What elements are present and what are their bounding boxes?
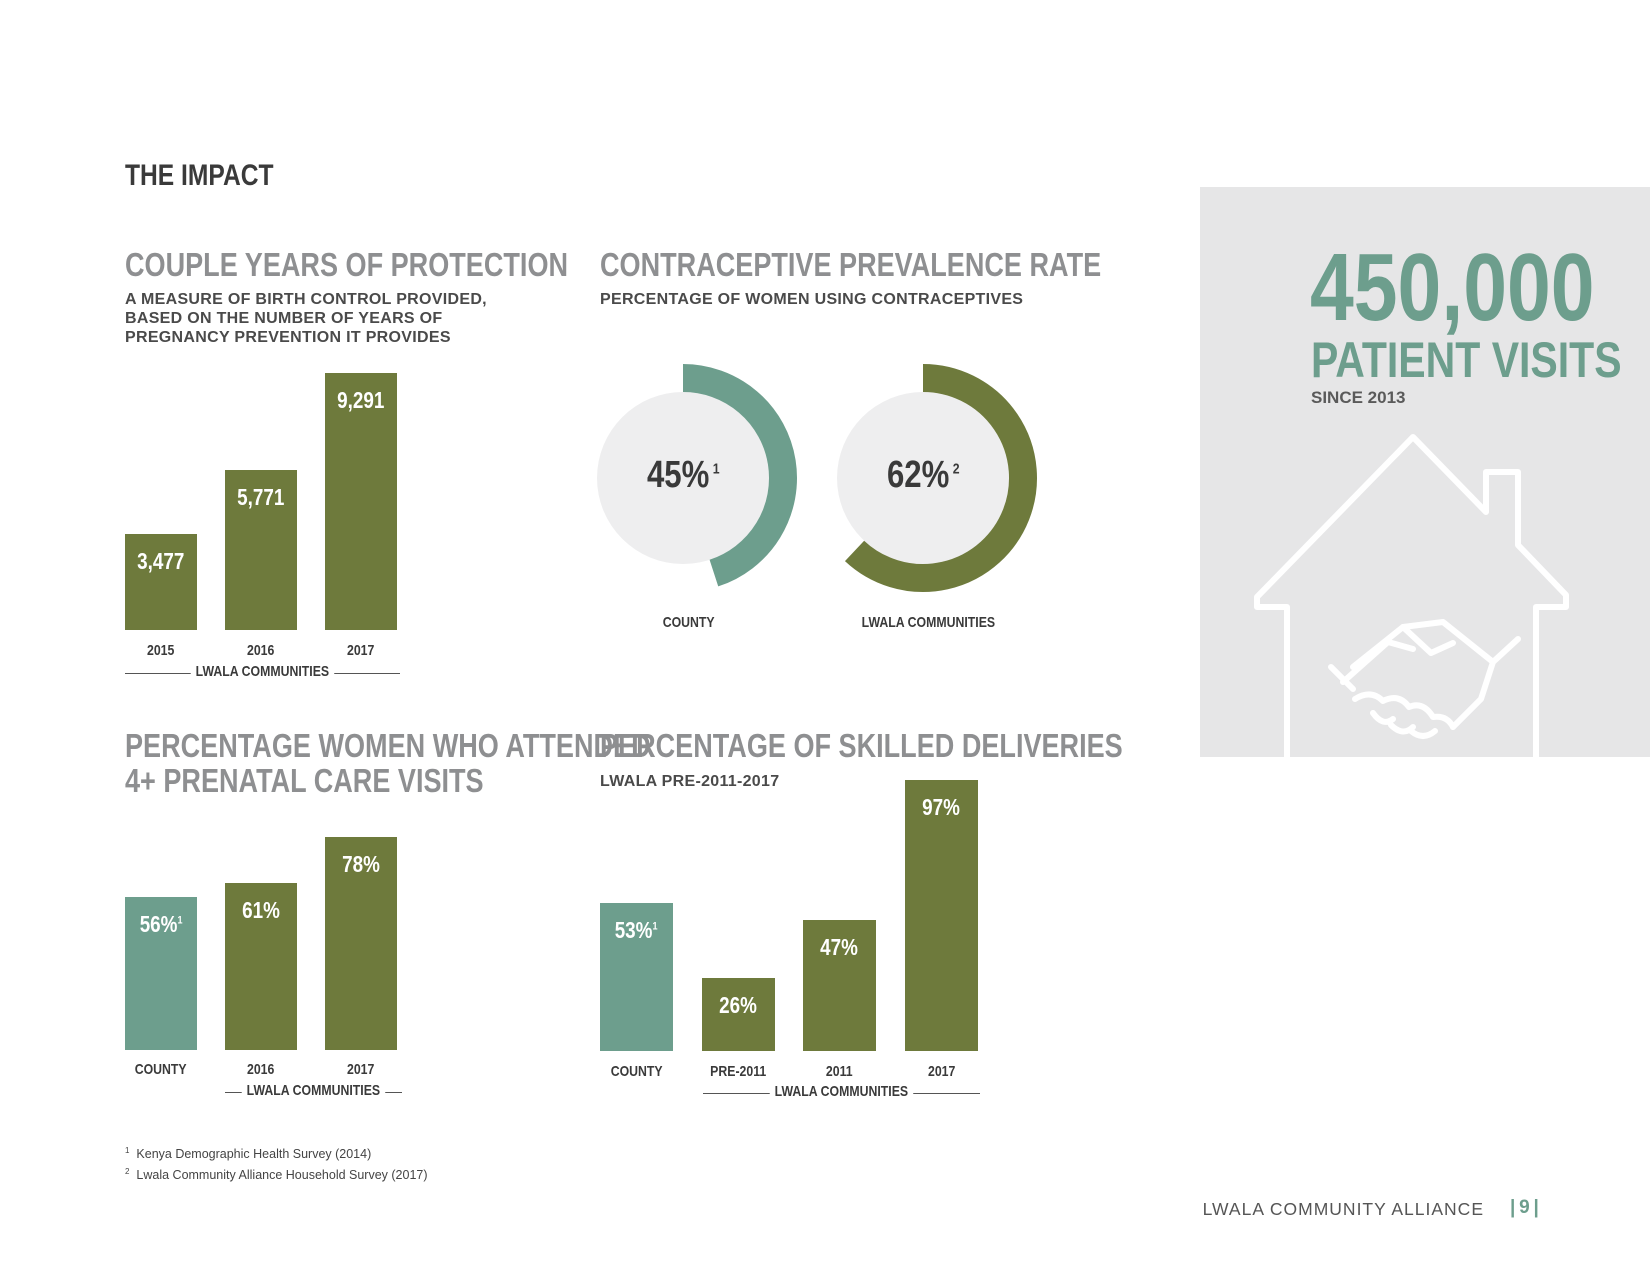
cpr-donut-value: 45% 1	[646, 454, 720, 496]
anc-bar-label: 78%	[342, 851, 380, 877]
cpr-donut-arc	[844, 364, 1037, 592]
footnotes: 1 Kenya Demographic Health Survey (2014)…	[125, 1142, 428, 1184]
skilled-bar-label: 47%	[820, 934, 859, 960]
anc-bar-2017: 78%	[325, 837, 397, 1050]
skilled-title: PERCENTAGE OF SKILLED DELIVERIES	[600, 727, 1123, 764]
cyp-tick-label: 2016	[247, 642, 275, 659]
cyp-bar-2015: 3,477	[125, 534, 197, 630]
footer-page-value: 9	[1519, 1197, 1530, 1218]
anc-bar-label: 56%1	[139, 911, 183, 937]
cyp-bar-label: 5,771	[237, 484, 285, 510]
cpr-donut-inner-disk	[837, 392, 1009, 564]
anc-bar-county: 56%1	[125, 897, 197, 1050]
footer-page-number: | 9 |	[1510, 1197, 1539, 1218]
skilled-tick-label: 2017	[927, 1063, 956, 1080]
cpr-subtitle: PERCENTAGE OF WOMEN USING CONTRACEPTIVES	[600, 291, 1024, 308]
patient-visits-since: SINCE 2013	[1311, 388, 1406, 407]
skilled-group-label: LWALA COMMUNITIES	[703, 1083, 980, 1103]
cyp-bar-2017: 9,291	[325, 373, 397, 630]
skilled-bar-2017: 97%	[905, 780, 978, 1051]
skilled-bar-pre-2011: 26%	[702, 978, 775, 1051]
cpr-title: CONTRACEPTIVE PREVALENCE RATE	[600, 246, 1102, 283]
cyp-group-label: LWALA COMMUNITIES	[125, 663, 400, 683]
anc-tick-label: COUNTY	[135, 1061, 187, 1078]
skilled-bar-label: 53%1	[615, 917, 658, 943]
cpr-donut-value: 62% 2	[886, 454, 960, 496]
skilled-bar-2011: 47%	[803, 920, 876, 1051]
footnote-2-text: Lwala Community Alliance Household Surve…	[136, 1168, 428, 1183]
house-handshake-icon	[1254, 434, 1569, 757]
footnote-2-marker: 2	[125, 1167, 130, 1177]
cpr-donut-arc	[682, 364, 797, 587]
patient-visits-label: PATIENT VISITS	[1311, 332, 1622, 388]
footnote-1-text: Kenya Demographic Health Survey (2014)	[136, 1147, 372, 1162]
patient-visits-number: 450,000	[1310, 234, 1595, 341]
cyp-bar-2016: 5,771	[225, 470, 297, 630]
skilled-tick-label: PRE-2011	[710, 1063, 767, 1080]
cyp-subtitle-line-2: BASED ON THE NUMBER OF YEARS OF	[125, 310, 443, 327]
cpr-donut-label: COUNTY	[663, 614, 715, 631]
anc-tick-label: 2017	[347, 1061, 375, 1078]
cpr-donut-label: LWALA COMMUNITIES	[861, 614, 995, 631]
skilled-bar-label: 97%	[922, 794, 961, 820]
skilled-subtitle: LWALA PRE-2011-2017	[600, 773, 780, 790]
footer-brand: LWALA COMMUNITY ALLIANCE	[1202, 1199, 1484, 1219]
cyp-subtitle-line-1: A MEASURE OF BIRTH CONTROL PROVIDED,	[125, 291, 487, 308]
skilled-bar-label: 26%	[719, 992, 758, 1018]
anc-title: PERCENTAGE WOMEN WHO ATTENDED 4+ PRENATA…	[125, 728, 651, 798]
cyp-title: COUPLE YEARS OF PROTECTION	[125, 246, 569, 283]
anc-bar-label: 61%	[242, 897, 280, 923]
anc-bar-2016: 61%	[225, 883, 297, 1050]
anc-title-line-2: 4+ PRENATAL CARE VISITS	[125, 762, 484, 799]
skilled-tick-label: 2011	[826, 1063, 853, 1080]
page-heading: THE IMPACT	[125, 159, 274, 192]
cyp-bar-label: 3,477	[137, 548, 185, 574]
cyp-subtitle-line-3: PREGNANCY PREVENTION IT PROVIDES	[125, 329, 451, 346]
footnote-1-marker: 1	[125, 1146, 130, 1155]
anc-title-line-1: PERCENTAGE WOMEN WHO ATTENDED	[125, 727, 651, 764]
skilled-tick-label: COUNTY	[610, 1063, 663, 1080]
cyp-tick-label: 2015	[147, 642, 175, 659]
cpr-donut-inner-disk	[597, 392, 769, 564]
cyp-bar-label: 9,291	[337, 387, 385, 413]
footnote-2: 2 Lwala Community Alliance Household Sur…	[125, 1163, 428, 1184]
cyp-subtitle: A MEASURE OF BIRTH CONTROL PROVIDED, BAS…	[125, 290, 487, 347]
cyp-tick-label: 2017	[347, 642, 375, 659]
cpr-donut-county	[597, 364, 797, 587]
anc-tick-label: 2016	[247, 1061, 275, 1078]
patient-visits-panel	[1200, 187, 1650, 757]
footnote-1: 1 Kenya Demographic Health Survey (2014)	[125, 1142, 428, 1163]
anc-group-label: LWALA COMMUNITIES	[225, 1082, 402, 1102]
skilled-bar-county: 53%1	[600, 903, 673, 1051]
cpr-donut-lwala	[837, 364, 1037, 592]
